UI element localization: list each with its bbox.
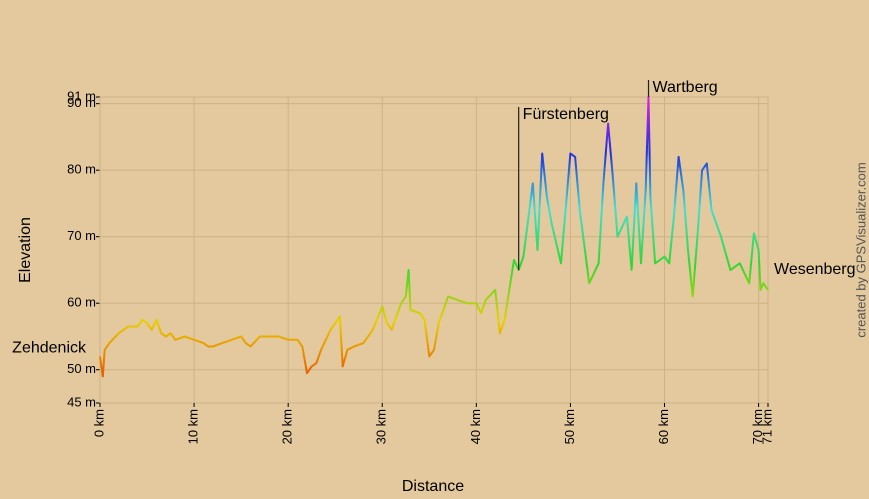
waypoint-label: Wesenberg xyxy=(774,261,856,278)
waypoint-label: Fürstenberg xyxy=(523,106,609,123)
waypoint-label: Zehdenick xyxy=(12,340,87,357)
x-tick-label: 30 km xyxy=(374,409,389,444)
elevation-line xyxy=(99,96,769,378)
y-tick-label: 70 m xyxy=(67,228,96,243)
y-tick-label: 80 m xyxy=(67,162,96,177)
y-tick-label: 91 m xyxy=(67,88,96,103)
y-axis-label: Elevation xyxy=(17,217,34,283)
y-tick-label: 45 m xyxy=(67,394,96,409)
x-tick-label: 50 km xyxy=(562,409,577,444)
x-axis-label: Distance xyxy=(402,478,464,495)
credit: created by GPSVisualizer.com xyxy=(853,162,868,337)
x-tick-label: 0 km xyxy=(91,409,106,437)
waypoint-label: Wartberg xyxy=(653,79,718,96)
x-tick-label: 20 km xyxy=(280,409,295,444)
y-tick-label: 50 m xyxy=(67,361,96,376)
y-tick-label: 90 m xyxy=(67,95,96,110)
x-tick-label: 71 km xyxy=(759,409,774,444)
x-tick-label: 10 km xyxy=(186,409,201,444)
x-tick-label: 70 km xyxy=(750,409,765,444)
plot-area xyxy=(99,96,769,404)
y-tick-label: 60 m xyxy=(67,295,96,310)
x-tick-label: 40 km xyxy=(468,409,483,444)
x-tick-label: 60 km xyxy=(656,409,671,444)
